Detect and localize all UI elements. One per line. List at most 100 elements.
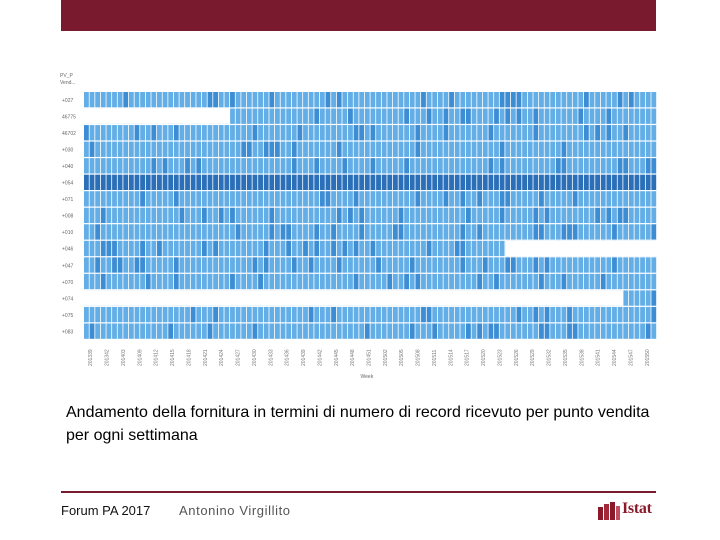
heatmap-cell [95,125,101,141]
heatmap-cell [106,273,112,290]
heatmap-cell [151,158,157,174]
heatmap-cell [286,174,292,190]
heatmap-cell [196,174,202,190]
heatmap-cell [145,125,151,141]
heatmap-cell [555,174,561,190]
heatmap-cell [314,108,320,124]
heatmap-cell [421,158,426,174]
row-label: +030 [62,148,73,154]
istat-logo-icon [598,502,620,520]
heatmap-cell [280,108,286,124]
heatmap-cell [376,125,381,141]
heatmap-cell [162,240,168,257]
heatmap-cell [297,240,303,257]
heatmap-cell [280,191,286,207]
heatmap-cell [308,108,314,124]
heatmap-cell [291,240,297,257]
heatmap-cell [162,141,168,157]
heatmap-cell [269,257,275,273]
heatmap-cell [398,191,404,207]
heatmap-cell [522,191,527,207]
heatmap-cell [578,125,584,141]
heatmap-cell [600,273,606,290]
heatmap-cell [123,323,129,339]
heatmap-cell [522,273,527,290]
heatmap-cell [241,224,247,240]
heatmap-cell [140,306,145,323]
heatmap-cell [190,191,196,207]
heatmap-cell [640,158,645,174]
x-tick-label: 201508 [416,349,422,366]
heatmap-cell [415,191,421,207]
heatmap-cell [583,158,589,174]
heatmap-cell [550,323,556,339]
heatmap-cell [224,323,230,339]
heatmap-cell [623,158,629,174]
heatmap-cell [376,141,381,157]
heatmap-cell [201,191,207,207]
heatmap-cell [572,273,578,290]
heatmap-cell [168,174,174,190]
heatmap-cell [482,273,488,290]
heatmap-cell [342,158,348,174]
heatmap-cell [443,108,449,124]
heatmap-cell [398,92,404,108]
heatmap-cell [269,273,275,290]
heatmap-cell [640,306,645,323]
heatmap-cell [550,191,556,207]
heatmap-cell [314,158,320,174]
heatmap-cell [612,224,617,240]
heatmap-cell [314,141,320,157]
heatmap-cell [258,191,263,207]
heatmap-cell [634,323,640,339]
heatmap-cell [325,108,331,124]
heatmap-cell [286,125,292,141]
heatmap-cell [218,306,224,323]
heatmap-cell [258,240,263,257]
heatmap-cell [595,323,601,339]
heatmap-cell [376,240,381,257]
top-banner [61,0,656,31]
heatmap-cell [432,174,438,190]
heatmap-cell [173,158,179,174]
heatmap-cell [117,207,123,224]
heatmap-cell [589,207,595,224]
heatmap-cell [106,323,112,339]
heatmap-cell [409,207,415,224]
heatmap-cell [207,141,213,157]
heatmap-cell [460,141,466,157]
heatmap-cell [84,125,89,141]
heatmap-cell [426,125,432,141]
heatmap-cell [331,108,336,124]
heatmap-cell [201,125,207,141]
heatmap-cell [106,125,112,141]
heatmap-cell [325,125,331,141]
heatmap-cell [376,191,381,207]
heatmap-cell [387,257,393,273]
heatmap-cell [241,191,247,207]
heatmap-cell [348,240,353,257]
heatmap-cell [567,323,572,339]
heatmap-cell [606,92,612,108]
heatmap-cell [162,306,168,323]
heatmap-cell [353,273,359,290]
x-tick-label: 201520 [481,349,487,366]
heatmap-cell [578,191,584,207]
heatmap-cell [460,92,466,108]
heatmap-cell [123,158,129,174]
heatmap-cell [443,141,449,157]
heatmap-cell [550,125,556,141]
heatmap-cell [179,224,185,240]
heatmap-cell [471,108,477,124]
heatmap-cell [651,191,657,207]
x-tick-label: 201415 [170,349,176,366]
heatmap-cell [100,191,106,207]
heatmap-cell [252,207,258,224]
heatmap-cell [460,174,466,190]
heatmap-cell [578,174,584,190]
heatmap-cell [157,224,162,240]
heatmap-cell [595,158,601,174]
heatmap-cell [173,207,179,224]
heatmap-cell [606,174,612,190]
heatmap-cell [510,158,516,174]
